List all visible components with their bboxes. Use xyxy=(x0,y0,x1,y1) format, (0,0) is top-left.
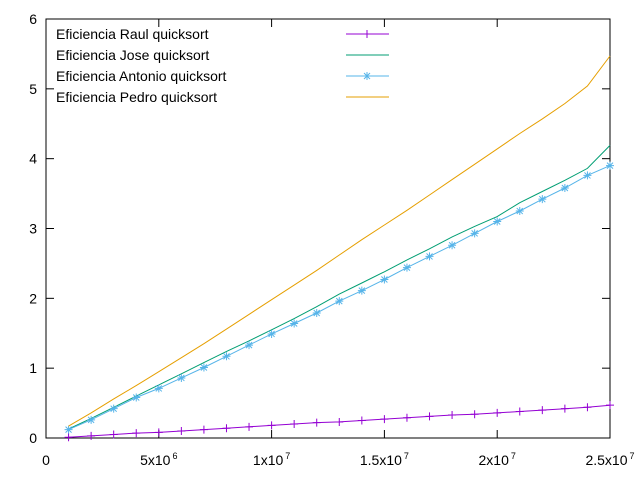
data-point xyxy=(538,195,547,204)
series-layer xyxy=(64,55,614,442)
legend-label: Eficiencia Antonio quicksort xyxy=(56,68,227,84)
data-point xyxy=(560,183,569,192)
data-point xyxy=(267,329,276,338)
data-point xyxy=(425,252,434,261)
data-point xyxy=(606,401,614,410)
series-line xyxy=(68,55,611,427)
data-point xyxy=(357,286,366,295)
data-point xyxy=(132,429,141,438)
x-tick-label: 1.5x10 7 xyxy=(360,451,409,468)
data-point xyxy=(222,352,231,361)
data-point xyxy=(515,407,524,416)
legend-marker xyxy=(363,30,371,38)
y-tick-label: 1 xyxy=(29,360,37,376)
y-tick-label: 6 xyxy=(29,11,37,27)
data-point xyxy=(245,341,254,350)
data-point xyxy=(64,425,73,434)
series-line xyxy=(68,145,611,430)
data-point xyxy=(425,412,434,421)
data-point xyxy=(583,171,592,180)
x-tick-base: 1x10 xyxy=(253,452,284,468)
data-point xyxy=(312,308,321,317)
data-point xyxy=(245,422,254,431)
data-point xyxy=(402,263,411,272)
legend-marker xyxy=(363,72,371,80)
x-tick-exponent: 7 xyxy=(404,451,409,461)
data-point xyxy=(132,393,141,402)
data-point xyxy=(448,410,457,419)
data-point xyxy=(402,413,411,422)
data-point xyxy=(177,427,186,436)
data-point xyxy=(470,229,479,238)
y-tick-label: 0 xyxy=(29,430,37,446)
data-point xyxy=(357,416,366,425)
x-tick-exponent: 7 xyxy=(285,451,290,461)
x-tick-label: 0 xyxy=(42,452,50,468)
legend: Eficiencia Raul quicksort Eficiencia Jose… xyxy=(56,26,389,105)
data-point xyxy=(335,297,344,306)
data-point xyxy=(199,425,208,434)
data-point xyxy=(109,430,118,439)
x-tick-exponent: 7 xyxy=(511,451,516,461)
y-tick-label: 4 xyxy=(29,151,37,167)
data-point xyxy=(154,384,163,393)
x-tick-label: 2x10 7 xyxy=(479,451,516,468)
data-point xyxy=(154,428,163,437)
data-point xyxy=(312,418,321,427)
data-point xyxy=(380,275,389,284)
data-point xyxy=(290,319,299,328)
data-point xyxy=(87,415,96,424)
legend-label: Eficiencia Pedro quicksort xyxy=(56,89,217,105)
data-point xyxy=(560,404,569,413)
data-point xyxy=(290,420,299,429)
tick-marks xyxy=(46,19,610,438)
x-tick-label: 5x10 6 xyxy=(140,451,177,468)
x-tick-base: 5x10 xyxy=(140,452,171,468)
data-point xyxy=(222,424,231,433)
data-point xyxy=(515,207,524,216)
series-1 xyxy=(64,401,614,442)
x-tick-base: 2.5x10 xyxy=(585,452,627,468)
data-point xyxy=(87,431,96,440)
data-point xyxy=(538,406,547,415)
x-tick-label: 2.5x10 7 xyxy=(585,451,634,468)
data-point xyxy=(448,241,457,250)
legend-label: Eficiencia Raul quicksort xyxy=(56,26,209,42)
x-tick-label: 1x10 7 xyxy=(253,451,290,468)
x-tick-base: 2x10 xyxy=(479,452,510,468)
y-tick-label: 2 xyxy=(29,290,37,306)
series-4 xyxy=(68,55,611,427)
data-point xyxy=(606,161,614,170)
data-point xyxy=(177,373,186,382)
data-point xyxy=(64,433,73,442)
data-point xyxy=(583,403,592,412)
data-point xyxy=(199,363,208,372)
data-point xyxy=(493,408,502,417)
data-point xyxy=(380,415,389,424)
data-point xyxy=(493,217,502,226)
data-point xyxy=(470,410,479,419)
y-tick-label: 3 xyxy=(29,221,37,237)
series-2 xyxy=(68,145,611,430)
x-tick-base: 0 xyxy=(42,452,50,468)
x-tick-exponent: 6 xyxy=(172,451,177,461)
legend-label: Eficiencia Jose quicksort xyxy=(56,47,209,63)
x-tick-exponent: 7 xyxy=(630,451,635,461)
y-tick-label: 5 xyxy=(29,81,37,97)
data-point xyxy=(109,404,118,413)
series-3 xyxy=(64,161,614,434)
data-point xyxy=(335,417,344,426)
data-point xyxy=(267,421,276,430)
x-tick-base: 1.5x10 xyxy=(360,452,402,468)
